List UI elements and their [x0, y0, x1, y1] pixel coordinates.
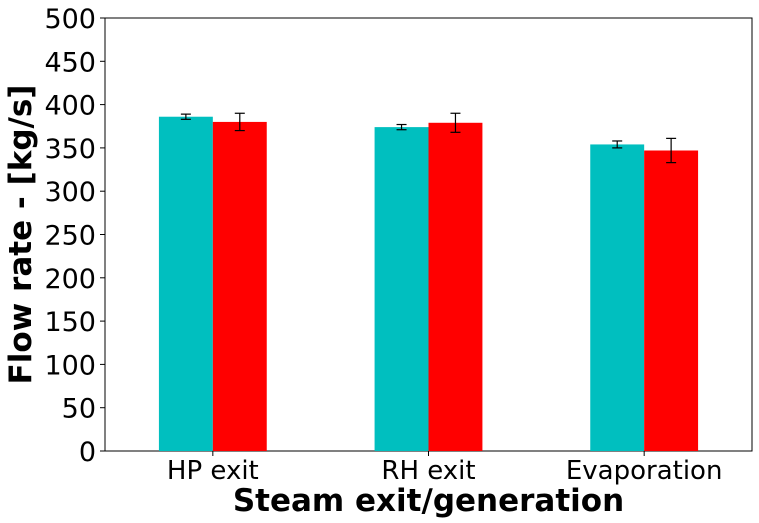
x-tick-label: Evaporation: [566, 456, 723, 486]
y-tick-label: 350: [44, 134, 96, 165]
y-axis-title: Flow rate - [kg/s]: [3, 85, 39, 385]
bar-series1-evaporation: [590, 144, 645, 451]
x-axis-title: Steam exit/generation: [233, 483, 624, 519]
y-axis: 0 50 100 150 200 250 300 350 400 450 500: [44, 4, 105, 468]
y-tick-label: 250: [44, 221, 96, 252]
x-tick-label: HP exit: [167, 456, 259, 486]
bar-series1-hp-exit: [158, 116, 213, 451]
bars: [158, 116, 699, 452]
y-tick-label: 450: [44, 47, 96, 78]
error-bars: [180, 112, 677, 164]
error-bar-series1-1: [180, 113, 191, 120]
y-tick-label: 150: [44, 307, 96, 338]
error-bar-series1-2: [396, 123, 407, 131]
bar-series1-rh-exit: [374, 127, 429, 451]
y-tick-label: 50: [62, 394, 96, 425]
y-tick-label: 0: [79, 437, 96, 468]
bar-series2-evaporation: [644, 150, 699, 452]
y-tick-label: 400: [44, 91, 96, 122]
error-bar-series2-2: [450, 112, 461, 133]
x-axis: HP exit RH exit Evaporation: [167, 451, 723, 486]
bar-series2-hp-exit: [212, 121, 267, 452]
y-tick-label: 500: [44, 4, 96, 35]
y-tick-label: 300: [44, 177, 96, 208]
error-bar-series1-3: [612, 140, 623, 149]
x-tick-label: RH exit: [381, 456, 475, 486]
error-bar-series2-1: [234, 112, 245, 132]
y-tick-label: 200: [44, 264, 96, 295]
bar-series2-rh-exit: [428, 122, 483, 451]
error-bar-series2-3: [666, 137, 677, 164]
y-tick-label: 100: [44, 350, 96, 381]
